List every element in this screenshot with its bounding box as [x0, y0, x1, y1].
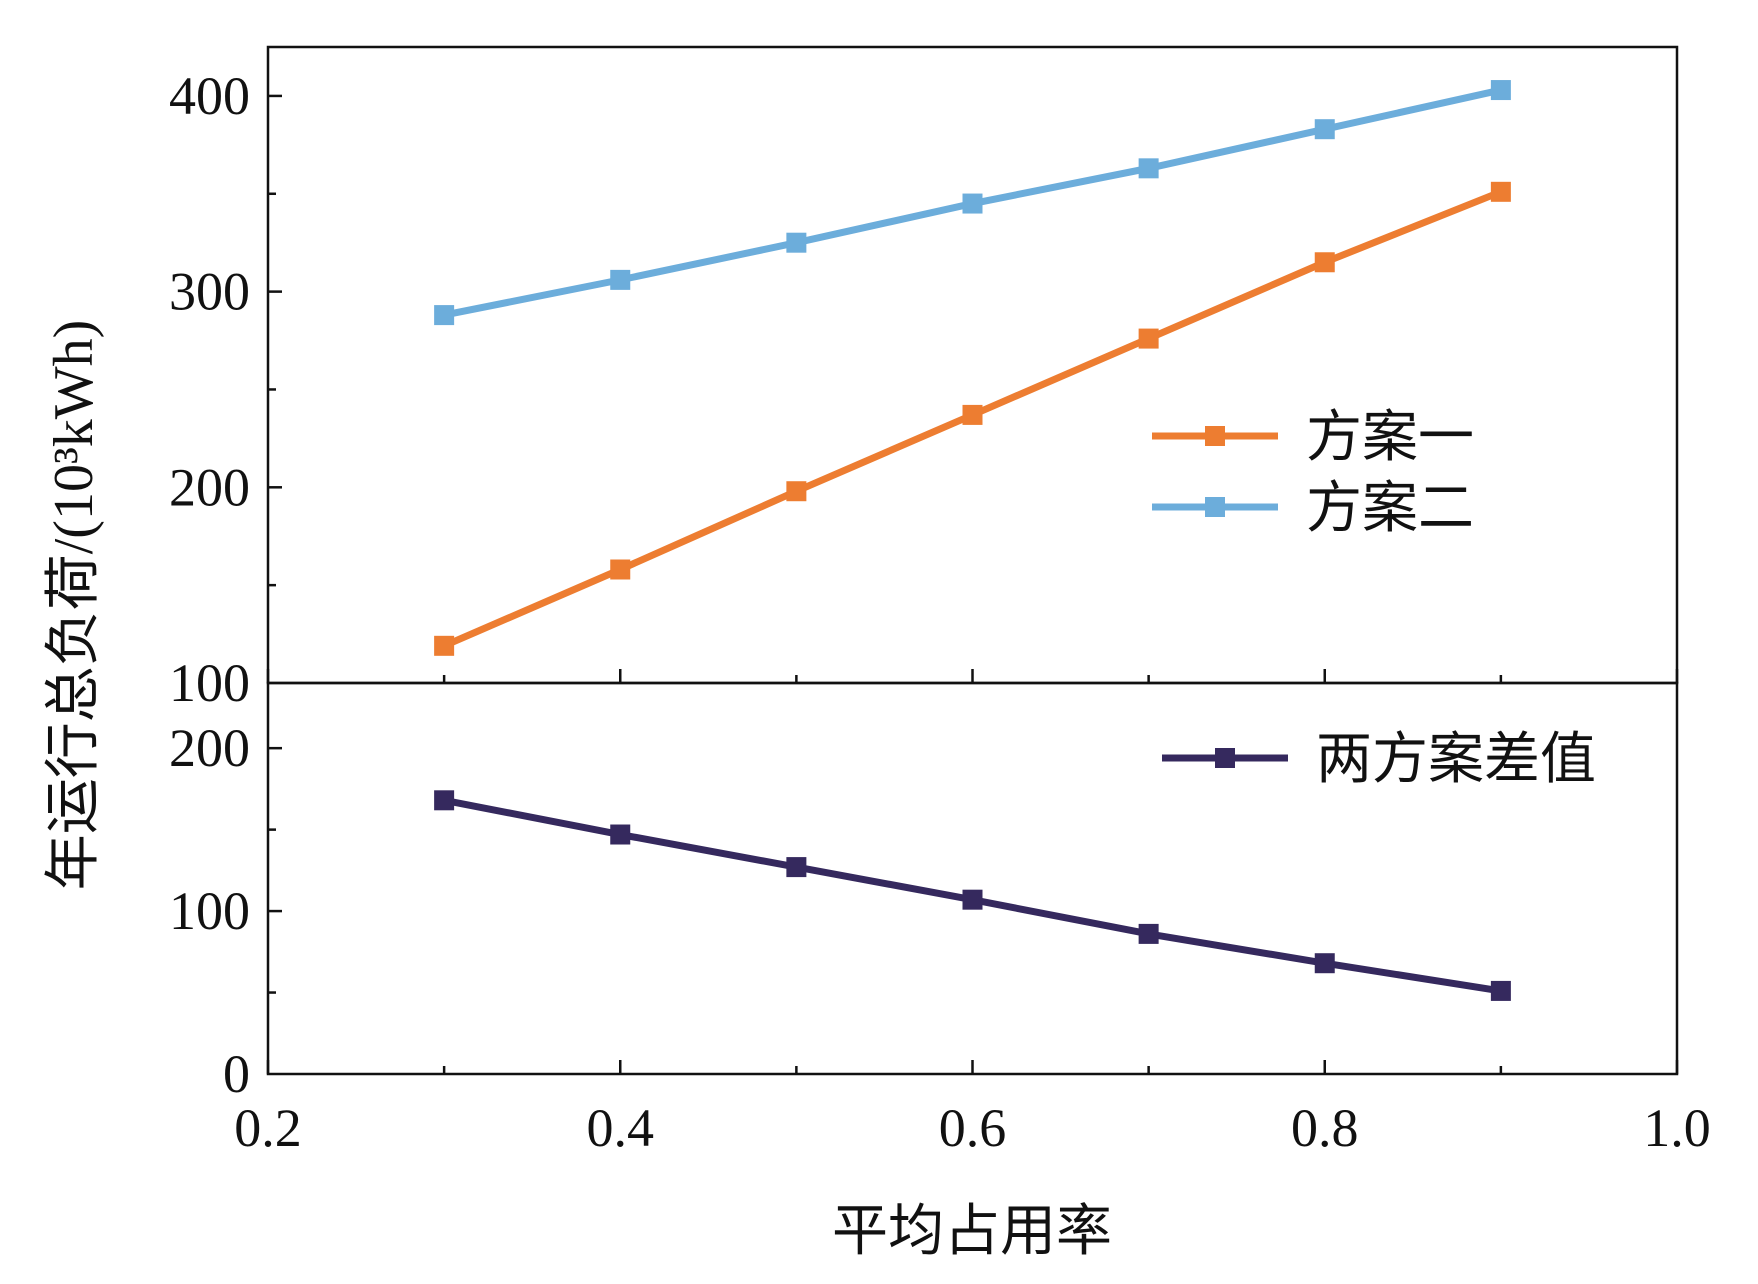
difference-marker: [610, 824, 631, 845]
difference-marker: [434, 790, 455, 811]
difference-marker: [1314, 953, 1335, 974]
x-tick-label: 1.0: [1643, 1098, 1711, 1158]
scheme-2-marker: [786, 232, 807, 253]
difference-legend-marker: [1215, 748, 1235, 768]
difference-legend-label: 两方案差值: [1316, 729, 1596, 791]
difference-marker: [1490, 980, 1511, 1001]
y-axis-title: 年运行总负荷/(10³kWh): [43, 320, 105, 891]
plot-layer: 0.2 0.4 0.6 0.8 1.01002003004000100200方案一方案二…: [169, 45, 1711, 1158]
x-tick-label: 0.8: [1291, 1098, 1359, 1158]
x-axis-title: 平均占用率: [832, 1201, 1112, 1263]
scheme-2-marker: [1490, 80, 1511, 101]
scheme-2-marker: [1138, 158, 1159, 179]
scheme-2-legend-marker: [1205, 497, 1225, 517]
scheme-2-marker: [434, 305, 455, 326]
scheme-1-marker: [962, 404, 983, 425]
top-y-tick-label: 100: [169, 653, 250, 713]
scheme-2-legend-label: 方案二: [1306, 478, 1474, 540]
top-y-tick-label: 200: [169, 457, 250, 517]
difference-marker: [1138, 923, 1159, 944]
top-y-tick-label: 400: [169, 66, 250, 126]
difference-marker: [786, 857, 807, 878]
scheme-1-marker: [1138, 328, 1159, 349]
x-tick-label: 0.6: [939, 1098, 1007, 1158]
x-tick-label: 0.4: [587, 1098, 655, 1158]
scheme-1-marker: [1314, 252, 1335, 273]
scheme-2-marker: [610, 269, 631, 290]
scheme-1-marker: [610, 559, 631, 580]
scheme-2-marker: [962, 193, 983, 214]
scheme-1-legend-label: 方案一: [1306, 407, 1474, 469]
scheme-1-legend-marker: [1205, 426, 1225, 446]
scheme-1-marker: [786, 481, 807, 502]
x-tick-label: 0.2: [234, 1098, 302, 1158]
difference-marker: [962, 889, 983, 910]
top-panel-frame: [266, 45, 1679, 685]
bottom-y-tick-label: 200: [169, 718, 250, 778]
scheme-1-marker: [434, 635, 455, 656]
top-y-tick-label: 300: [169, 262, 250, 322]
scheme-1-marker: [1490, 181, 1511, 202]
bottom-y-tick-label: 0: [223, 1044, 250, 1104]
bottom-y-tick-label: 100: [169, 881, 250, 941]
scheme-2-marker: [1314, 119, 1335, 140]
